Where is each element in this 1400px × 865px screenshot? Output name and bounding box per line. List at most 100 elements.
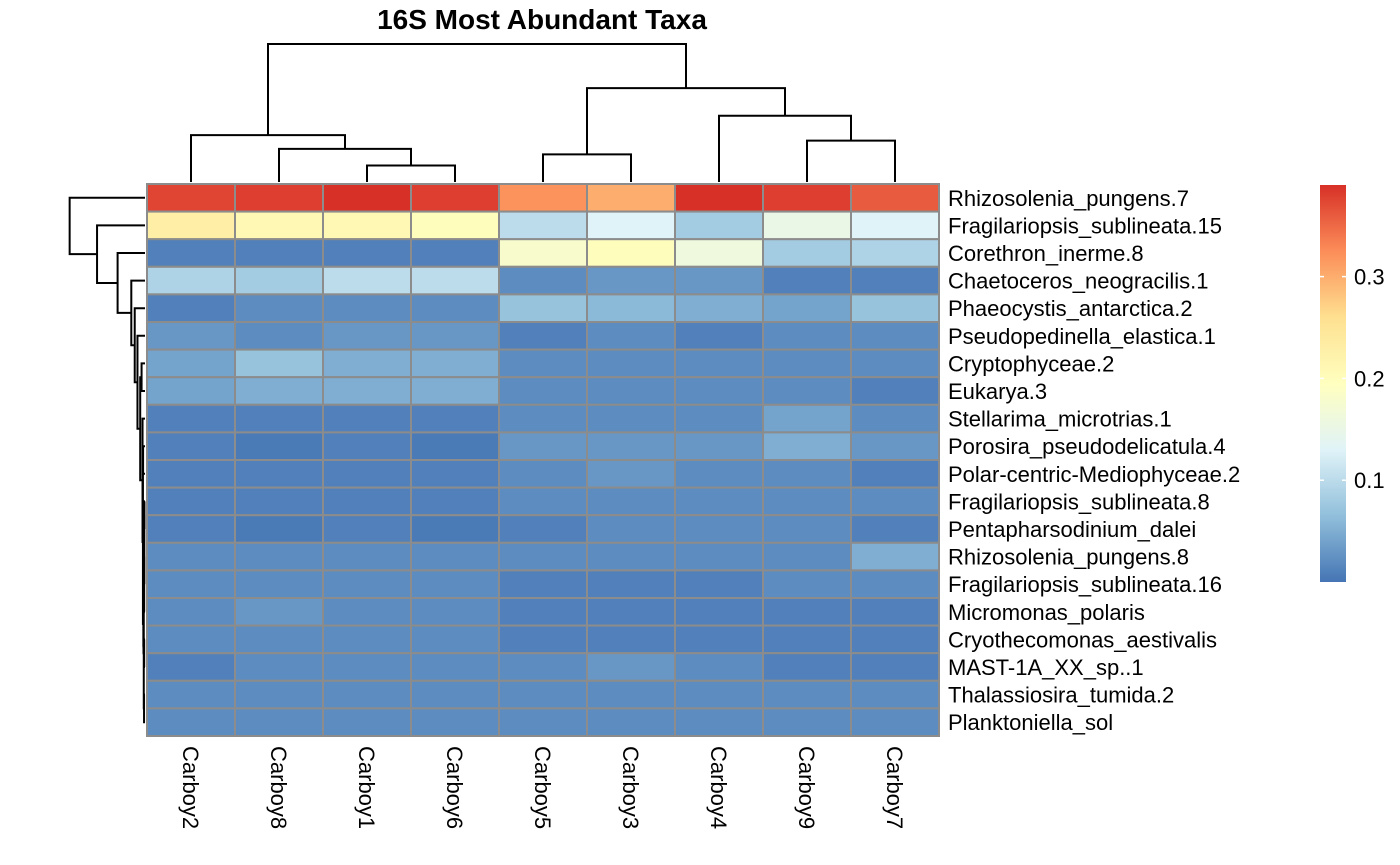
heatmap-cell: [498, 321, 588, 351]
heatmap-cell: [410, 265, 500, 296]
heatmap-cell: [586, 265, 676, 296]
heatmap-cell: [850, 624, 940, 655]
heatmap-cell: [762, 183, 852, 213]
heatmap-cell: [762, 210, 852, 241]
column-label: Carboy4: [706, 746, 731, 829]
heatmap-cell: [498, 265, 588, 296]
heatmap-cell: [146, 210, 236, 241]
heatmap-cell: [674, 403, 764, 434]
heatmap-cell: [234, 459, 324, 489]
heatmap-cell: [674, 348, 764, 379]
heatmap-cell: [586, 293, 676, 323]
heatmap-cell: [410, 514, 500, 544]
heatmap-cell: [146, 348, 236, 379]
heatmap-cell: [498, 210, 588, 241]
heatmap-cell: [498, 348, 588, 379]
heatmap-cell: [674, 210, 764, 241]
heatmap-cell: [586, 624, 676, 655]
heatmap-cell: [850, 514, 940, 544]
heatmap-cell: [586, 183, 676, 213]
dendrogram-branch: [366, 164, 456, 182]
row-label: Pseudopedinella_elastica.1: [948, 324, 1216, 349]
color-legend: 0.1 0.2 0.3: [1320, 185, 1385, 582]
heatmap-cell: [410, 403, 500, 434]
heatmap-cell: [410, 238, 500, 268]
column-label: Carboy1: [354, 746, 379, 829]
heatmap-cell: [498, 376, 588, 406]
row-label: Eukarya.3: [948, 379, 1047, 404]
heatmap-cell: [410, 679, 500, 710]
heatmap-cell: [586, 707, 676, 738]
heatmap-cell: [674, 569, 764, 600]
row-label: Stellarima_microtrias.1: [948, 407, 1172, 432]
heatmap-cell: [850, 321, 940, 351]
heatmap-cell: [762, 597, 852, 627]
heatmap-cell: [322, 459, 412, 489]
heatmap-cell: [850, 459, 940, 489]
heatmap-cell: [234, 321, 324, 351]
heatmap-cell: [850, 597, 940, 627]
heatmap-cell: [498, 459, 588, 489]
heatmap-cell: [146, 624, 236, 655]
dendrogram-branch: [718, 114, 852, 182]
heatmap-cell: [674, 293, 764, 323]
heatmap-cell: [586, 541, 676, 572]
heatmap-cell: [322, 376, 412, 406]
row-label: Fragilariopsis_sublineata.15: [948, 213, 1222, 238]
heatmap-cell: [586, 348, 676, 379]
row-label: Fragilariopsis_sublineata.8: [948, 489, 1210, 514]
heatmap-cell: [674, 707, 764, 738]
heatmap-cell: [146, 679, 236, 710]
legend-tick-label: 0.3: [1354, 265, 1385, 290]
heatmap-cell: [234, 679, 324, 710]
heatmap-cell: [234, 348, 324, 379]
row-label: Planktoniella_sol: [948, 710, 1113, 735]
heatmap-cell: [322, 624, 412, 655]
heatmap-cell: [498, 624, 588, 655]
heatmap-cell: [322, 238, 412, 268]
heatmap-cells: [146, 183, 940, 738]
heatmap-cell: [762, 321, 852, 351]
heatmap-cell: [762, 624, 852, 655]
row-label: Thalassiosira_tumida.2: [948, 683, 1174, 708]
heatmap-cell: [146, 459, 236, 489]
heatmap-cell: [850, 569, 940, 600]
heatmap-cell: [410, 541, 500, 572]
heatmap-cell: [410, 597, 500, 627]
row-label: Phaeocystis_antarctica.2: [948, 296, 1193, 321]
heatmap-cell: [498, 514, 588, 544]
heatmap-cell: [410, 210, 500, 241]
heatmap-cell: [762, 238, 852, 268]
heatmap-cell: [674, 486, 764, 517]
heatmap-cell: [498, 707, 588, 738]
heatmap-cell: [762, 431, 852, 461]
heatmap-cell: [234, 597, 324, 627]
legend-tick-label: 0.2: [1354, 366, 1385, 391]
heatmap-cell: [146, 431, 236, 461]
heatmap-cell: [410, 431, 500, 461]
heatmap-cell: [234, 293, 324, 323]
legend-color-bar: [1320, 185, 1346, 582]
heatmap-cell: [850, 541, 940, 572]
dendrogram-branch: [133, 307, 145, 384]
heatmap-cell: [674, 183, 764, 213]
heatmap-cell: [322, 321, 412, 351]
heatmap-cell: [498, 238, 588, 268]
heatmap-cell: [322, 569, 412, 600]
heatmap-cell: [674, 679, 764, 710]
row-label: Fragilariopsis_sublineata.16: [948, 572, 1222, 597]
heatmap-cell: [498, 403, 588, 434]
heatmap-cell: [410, 624, 500, 655]
dendrogram-branch: [586, 87, 786, 155]
heatmap-cell: [674, 652, 764, 682]
row-label: Micromonas_polaris: [948, 600, 1145, 625]
heatmap-cell: [674, 541, 764, 572]
heatmap-cell: [322, 348, 412, 379]
heatmap-cell: [762, 569, 852, 600]
row-label: Polar-centric-Mediophyceae.2: [948, 462, 1240, 487]
heatmap-cell: [850, 376, 940, 406]
heatmap-cell: [146, 183, 236, 213]
heatmap-cell: [850, 183, 940, 213]
heatmap-cell: [850, 265, 940, 296]
column-label: Carboy6: [442, 746, 467, 829]
